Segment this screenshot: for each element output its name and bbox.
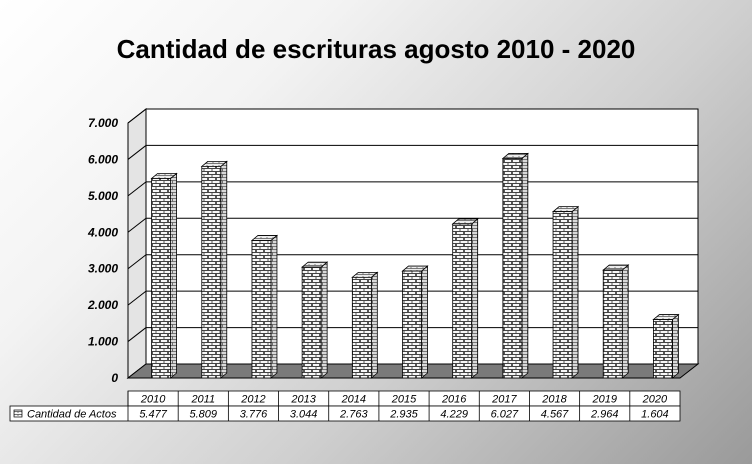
bar-side [170, 172, 177, 379]
gridline-side [127, 327, 147, 342]
x-tick-label: 2011 [190, 394, 215, 406]
bar-side [621, 264, 629, 379]
bar-front [151, 178, 171, 379]
bar-front [452, 223, 473, 379]
bar [351, 271, 379, 379]
data-label: 5.477 [139, 409, 167, 421]
bar-side [521, 152, 529, 379]
bar-side [672, 313, 679, 379]
bar-front [351, 276, 372, 379]
legend-series-name: Cantidad de Actos [27, 409, 117, 421]
data-label: 4.229 [440, 409, 468, 421]
data-label: 2.763 [339, 409, 368, 421]
bar-side [370, 271, 378, 379]
x-tick-label: 2018 [541, 394, 567, 406]
bar-side [220, 160, 228, 379]
data-label: 6.027 [491, 409, 519, 421]
x-tick-label: 2019 [591, 394, 616, 406]
x-tick-label: 2015 [391, 394, 417, 406]
y-tick-label: 1.000 [88, 335, 118, 349]
bar [501, 152, 529, 379]
bar-front [402, 270, 422, 379]
bar-side [320, 261, 328, 379]
data-label: 4.567 [541, 409, 569, 421]
bar-front [251, 240, 272, 379]
legend-swatch [13, 409, 23, 418]
y-tick-label: 3.000 [88, 262, 118, 276]
data-label: 3.776 [240, 409, 268, 421]
bar [551, 205, 580, 379]
bar [451, 218, 479, 379]
bar [401, 265, 429, 379]
chart-title: Cantidad de escrituras agosto 2010 - 202… [116, 34, 636, 64]
data-label: 1.604 [641, 409, 669, 421]
x-tick-label: 2014 [341, 394, 366, 406]
bar-front [301, 266, 322, 379]
bar-front [602, 269, 623, 379]
data-label: 3.044 [290, 409, 318, 421]
gridline-side [127, 181, 147, 197]
gridline-side [127, 108, 147, 124]
bar-front [201, 165, 222, 379]
x-tick-label: 2020 [642, 394, 668, 406]
side-wall [127, 107, 147, 380]
gridline-side [127, 290, 147, 306]
gridline-side [127, 254, 147, 270]
y-tick-label: 4.000 [87, 225, 118, 239]
bar-side [270, 234, 278, 379]
x-tick-label: 2016 [441, 394, 467, 406]
data-label: 2.935 [389, 409, 418, 421]
bar [250, 234, 279, 379]
bar-front [653, 319, 673, 379]
data-label: 2.964 [590, 409, 619, 421]
bar-side [471, 218, 479, 379]
data-label: 5.809 [190, 409, 218, 421]
bar [150, 172, 178, 379]
y-tick-label: 6.000 [88, 152, 118, 166]
table-data-row [9, 405, 681, 422]
x-tick-label: 2012 [240, 394, 265, 406]
bar [301, 261, 329, 379]
gridline-side [127, 217, 147, 233]
bar [200, 160, 228, 379]
y-tick-label: 5.000 [88, 189, 118, 203]
y-tick-label: 7.000 [88, 116, 118, 130]
y-tick-label: 2.000 [87, 298, 118, 312]
bar-front [552, 211, 573, 379]
x-tick-label: 2017 [491, 394, 517, 406]
x-tick-label: 2010 [140, 394, 166, 406]
y-tick-label: 0 [111, 371, 118, 385]
gridline-side [127, 145, 147, 160]
bar [652, 313, 680, 379]
bar [602, 264, 630, 379]
bar-side [571, 205, 579, 379]
x-tick-label: 2013 [290, 394, 316, 406]
bar-side [421, 265, 428, 379]
bar-front [502, 158, 523, 379]
